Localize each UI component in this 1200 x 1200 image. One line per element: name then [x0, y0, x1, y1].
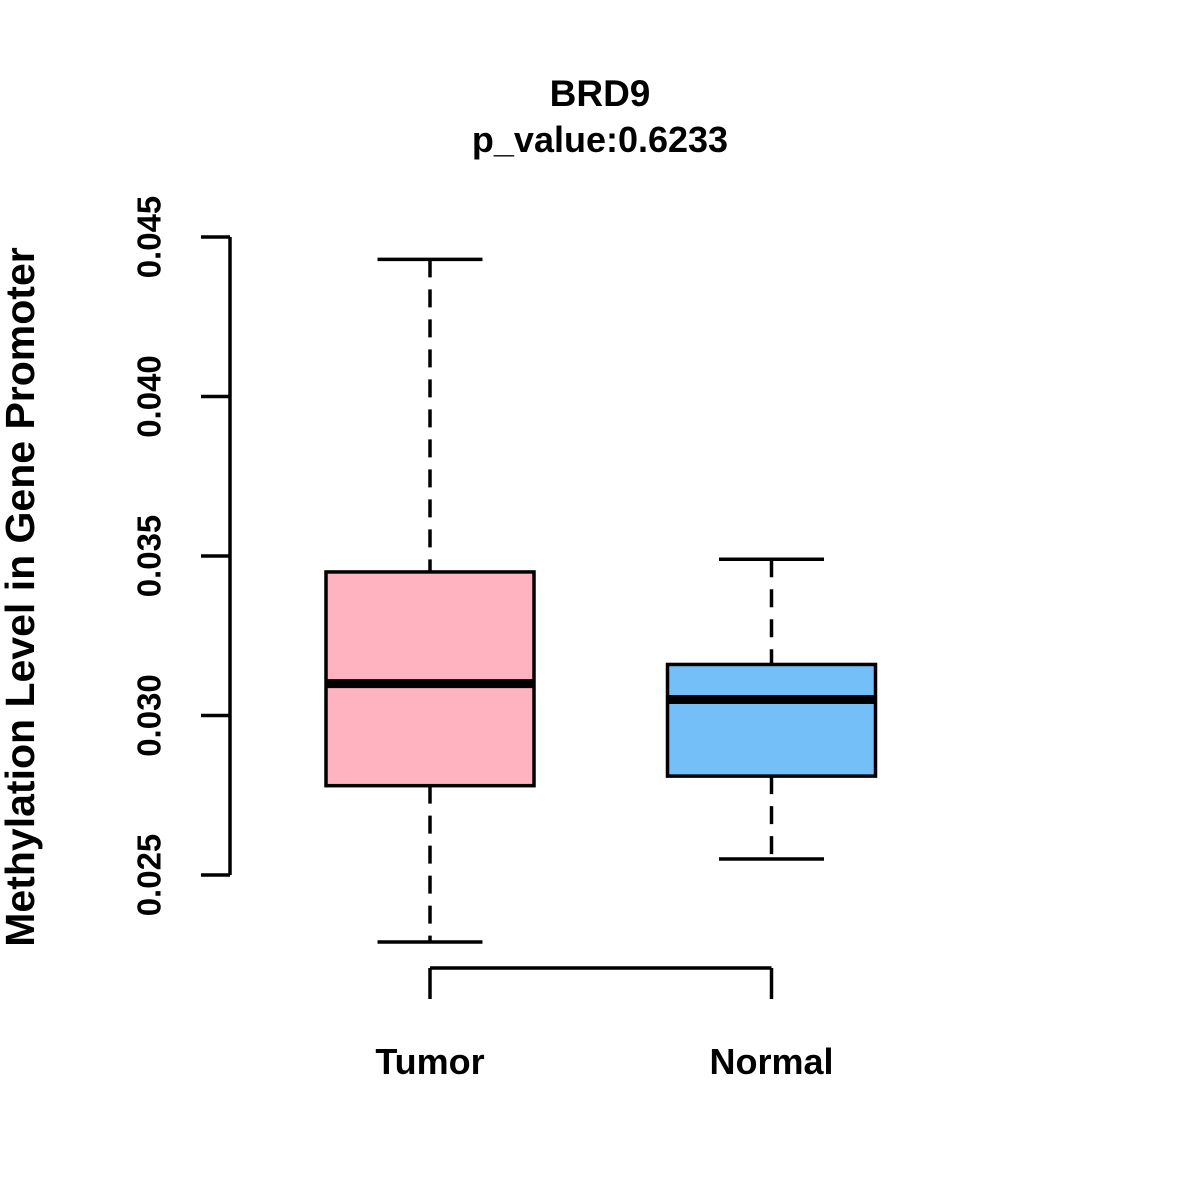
y-tick-label: 0.045: [131, 196, 168, 279]
y-tick-label: 0.030: [131, 674, 168, 757]
tumor-boxplot: [324, 257, 536, 944]
box-group: [324, 257, 878, 944]
x-axis: Tumor Normal: [375, 966, 834, 1082]
x-tick-label-tumor: Tumor: [375, 1041, 484, 1082]
normal-box: [665, 662, 878, 778]
y-tick-label: 0.025: [131, 834, 168, 917]
y-tick-label: 0.040: [131, 355, 168, 438]
chart-title: BRD9: [550, 73, 651, 114]
y-tick-label: 0.035: [131, 515, 168, 598]
y-axis-label: Methylation Level in Gene Promoter: [0, 247, 43, 946]
tumor-box: [324, 570, 536, 788]
chart-subtitle: p_value:0.6233: [472, 119, 728, 160]
x-tick-label-normal: Normal: [709, 1041, 833, 1082]
y-axis: 0.025 0.030 0.035 0.040 0.045: [131, 196, 232, 917]
normal-boxplot: [665, 557, 878, 861]
